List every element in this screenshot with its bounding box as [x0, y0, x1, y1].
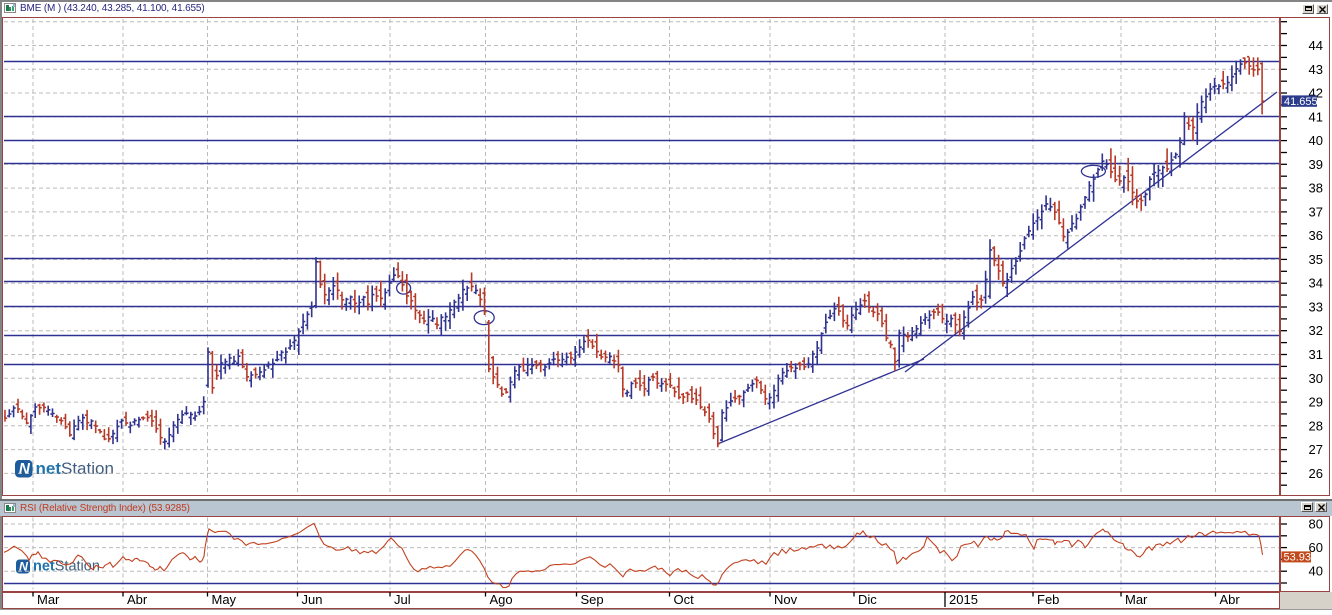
svg-text:35: 35 [1309, 252, 1323, 267]
svg-text:N: N [19, 560, 29, 574]
svg-text:39: 39 [1309, 157, 1323, 172]
svg-text:Nov: Nov [774, 592, 798, 607]
svg-text:30: 30 [1309, 371, 1323, 386]
svg-text:Jun: Jun [302, 592, 323, 607]
svg-text:33: 33 [1309, 300, 1323, 315]
svg-text:Abr: Abr [127, 592, 148, 607]
svg-text:40: 40 [1309, 564, 1323, 579]
svg-text:Jul: Jul [394, 592, 411, 607]
svg-text:Mar: Mar [37, 592, 60, 607]
svg-text:34: 34 [1309, 276, 1323, 291]
svg-text:31: 31 [1309, 347, 1323, 362]
svg-text:2015: 2015 [949, 592, 978, 607]
svg-text:41.655: 41.655 [1284, 96, 1318, 108]
svg-text:32: 32 [1309, 323, 1323, 338]
svg-text:Oct: Oct [674, 592, 695, 607]
svg-text:Sep: Sep [581, 592, 604, 607]
svg-text:37: 37 [1309, 204, 1323, 219]
svg-text:26: 26 [1309, 466, 1323, 481]
svg-text:29: 29 [1309, 395, 1323, 410]
svg-text:36: 36 [1309, 228, 1323, 243]
svg-text:Ago: Ago [490, 592, 513, 607]
svg-text:53.93: 53.93 [1284, 552, 1312, 564]
svg-text:Abr: Abr [1220, 592, 1241, 607]
svg-text:Feb: Feb [1037, 592, 1059, 607]
svg-text:27: 27 [1309, 442, 1323, 457]
svg-text:60: 60 [1309, 540, 1323, 555]
svg-text:41: 41 [1309, 109, 1323, 124]
svg-text:38: 38 [1309, 181, 1323, 196]
svg-text:Dic: Dic [858, 592, 877, 607]
svg-text:80: 80 [1309, 517, 1323, 532]
svg-text:44: 44 [1309, 38, 1323, 53]
svg-text:28: 28 [1309, 418, 1323, 433]
svg-text:N: N [19, 461, 31, 478]
svg-text:May: May [212, 592, 237, 607]
svg-text:43: 43 [1309, 62, 1323, 77]
svg-text:40: 40 [1309, 133, 1323, 148]
svg-text:netStation: netStation [36, 459, 114, 478]
svg-text:Mar: Mar [1125, 592, 1148, 607]
